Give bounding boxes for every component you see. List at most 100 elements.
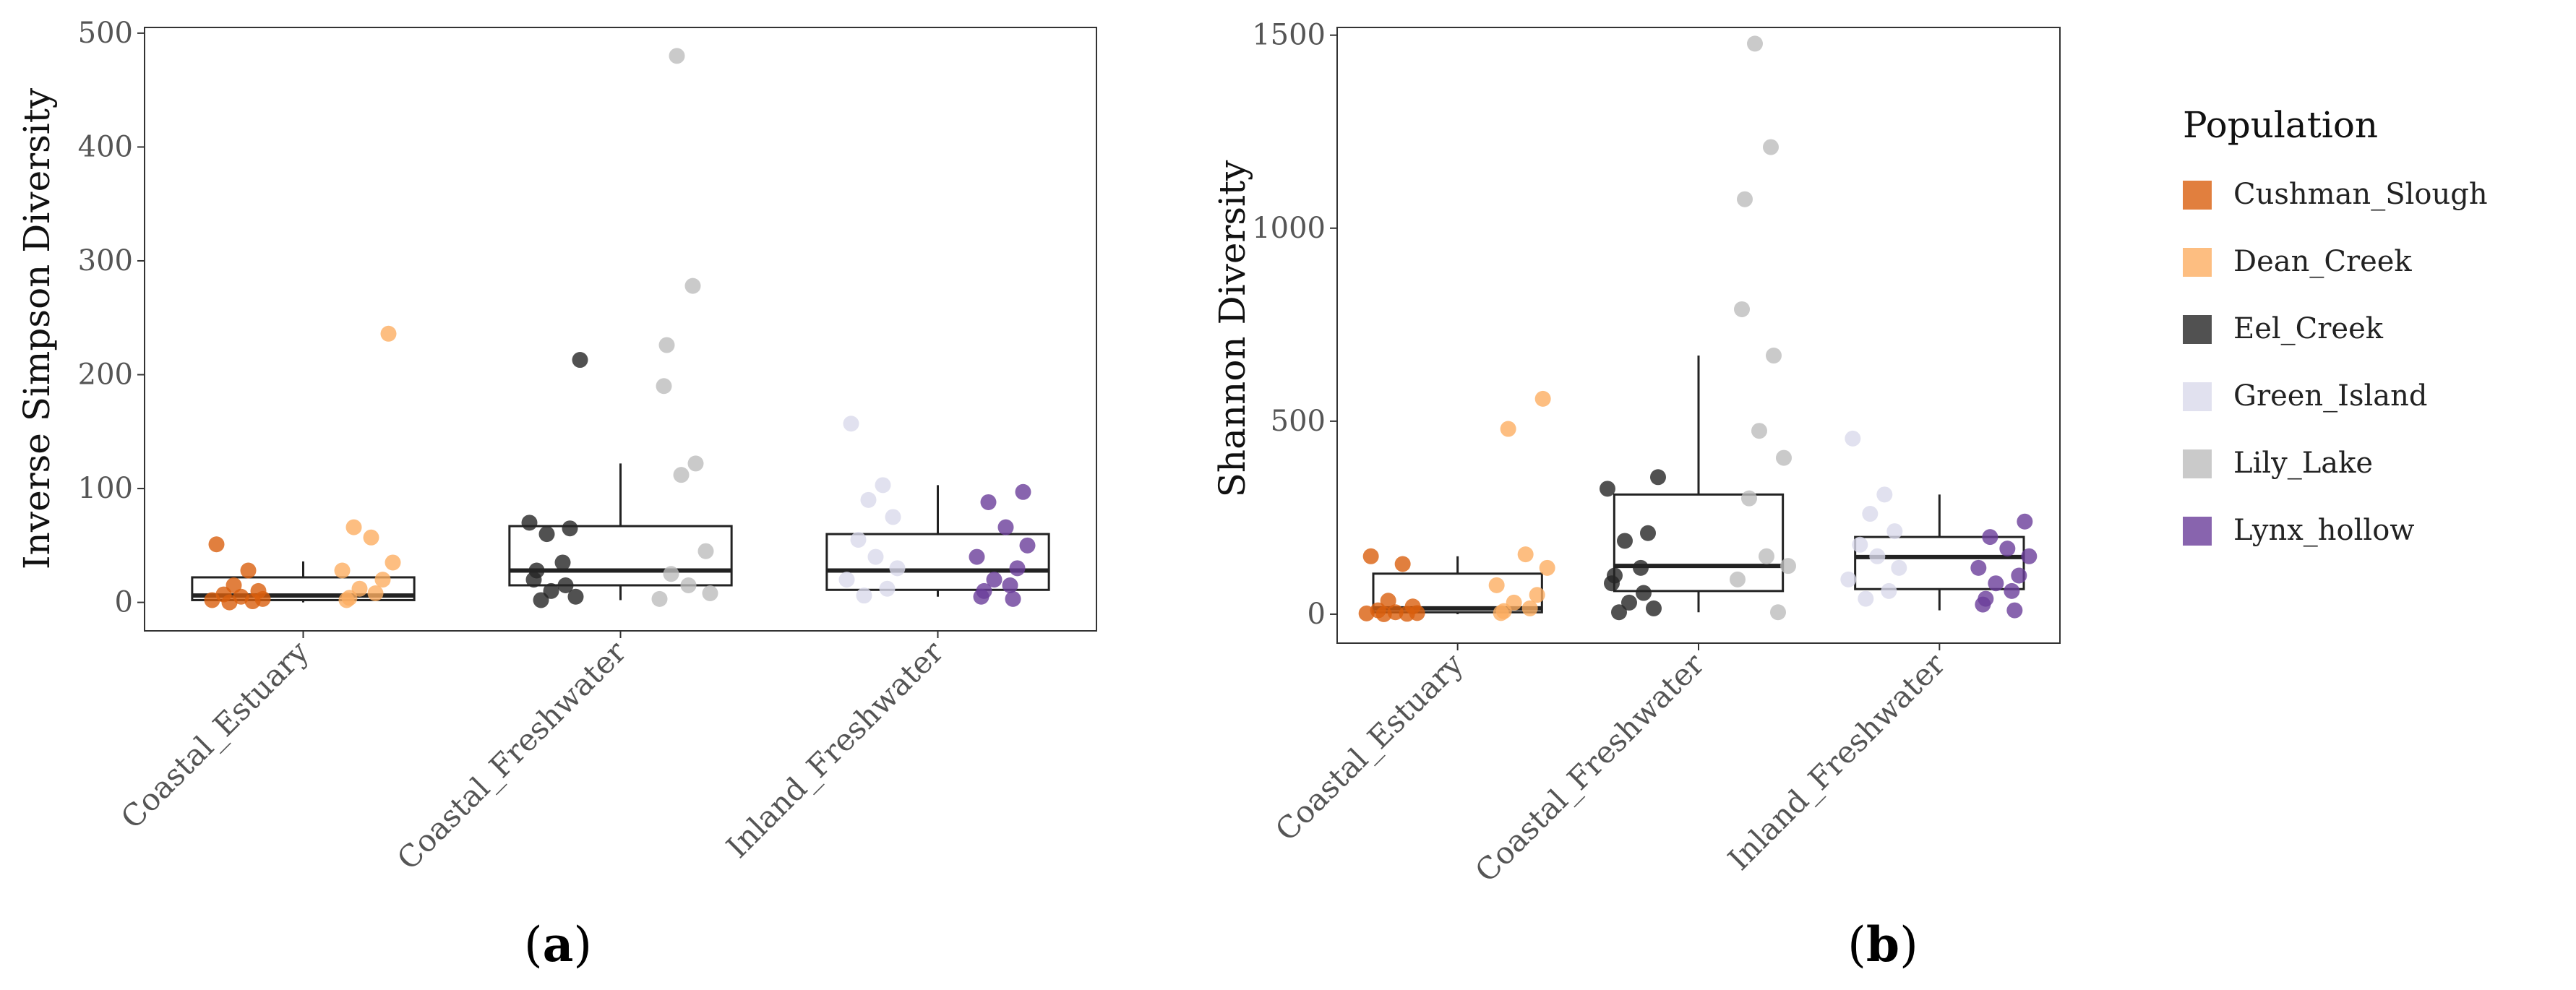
data-point [973, 588, 989, 605]
data-point [860, 491, 877, 508]
data-point [838, 572, 855, 588]
data-point [1621, 594, 1637, 611]
data-point [1009, 560, 1026, 577]
data-point [1633, 559, 1649, 576]
data-point [1886, 523, 1903, 540]
y-tick-label: 500 [1271, 405, 1326, 438]
data-point [1840, 571, 1857, 587]
data-point [562, 520, 578, 537]
data-point [1845, 430, 1861, 447]
points-green-island [1840, 430, 1907, 607]
data-point [1737, 191, 1753, 207]
data-point [687, 455, 704, 472]
data-point [338, 592, 355, 608]
data-point [525, 572, 542, 588]
data-point [1640, 525, 1656, 541]
panel-label-letter: b [1866, 916, 1899, 973]
data-point [885, 509, 901, 525]
data-point [2011, 567, 2027, 584]
points-cushman-slough [204, 536, 271, 611]
data-point [1751, 423, 1767, 439]
data-point [875, 477, 891, 494]
y-tick-label: 1000 [1252, 212, 1326, 245]
y-tick-label: 0 [115, 586, 133, 619]
data-point [1759, 548, 1774, 564]
data-point [204, 592, 220, 608]
data-point [572, 352, 588, 369]
data-point [1881, 582, 1897, 599]
data-point [1611, 604, 1627, 621]
data-point [997, 519, 1014, 535]
data-point [1780, 558, 1796, 574]
data-point [1488, 577, 1505, 593]
data-point [1776, 449, 1792, 466]
panel-labels: (a) (b) [524, 916, 1918, 973]
data-point [1869, 548, 1886, 564]
data-point [1852, 536, 1868, 553]
legend-title: Population [2183, 104, 2378, 146]
legend-item-green-island: Green_Island [2183, 379, 2428, 413]
panel-label-close: ) [573, 917, 592, 973]
data-point [1862, 506, 1879, 522]
data-point [850, 531, 867, 548]
data-point [2021, 548, 2038, 564]
data-point [1394, 556, 1411, 572]
data-point [867, 548, 884, 565]
data-point [2017, 513, 2033, 530]
data-point [557, 577, 574, 593]
data-point [221, 594, 238, 611]
points-lynx-hollow [1970, 513, 2038, 619]
data-point [226, 577, 242, 593]
data-point [1358, 605, 1375, 621]
y-tick-label: 1500 [1252, 19, 1326, 52]
plot-area [1336, 27, 2061, 644]
data-point [1646, 600, 1662, 616]
data-point [1741, 490, 1757, 507]
legend-label: Dean_Creek [2233, 245, 2412, 278]
data-point [1858, 590, 1874, 607]
points-dean-creek [1488, 390, 1555, 621]
data-point [208, 536, 225, 553]
data-point [1636, 585, 1652, 601]
data-point [1982, 529, 1998, 546]
data-point [1380, 593, 1396, 609]
legend-label: Lynx_hollow [2233, 514, 2415, 547]
legend-item-lily-lake: Lily_Lake [2183, 447, 2373, 480]
data-point [663, 566, 679, 582]
data-point [1521, 600, 1538, 616]
data-point [363, 529, 379, 546]
y-tick-label: 100 [78, 472, 133, 505]
data-point [669, 48, 685, 64]
x-tick-label: Coastal_Estuary [114, 634, 316, 835]
legend-label: Green_Island [2233, 379, 2428, 413]
data-point [1975, 596, 1991, 613]
panel-label-letter: a [543, 916, 574, 973]
data-point [680, 577, 697, 593]
data-point [1362, 548, 1379, 564]
panel-label: (a) [524, 916, 592, 973]
data-point [658, 337, 675, 353]
points-lily-lake [1730, 35, 1796, 621]
data-point [1005, 590, 1021, 607]
data-point [1763, 139, 1779, 155]
data-point [702, 585, 718, 602]
data-point [244, 593, 261, 610]
data-point [1529, 587, 1545, 603]
data-point [1539, 559, 1555, 576]
data-point [1988, 575, 2004, 592]
points-lily-lake [651, 48, 718, 607]
legend-swatch [2183, 449, 2212, 478]
data-point [1734, 301, 1750, 317]
data-point [980, 494, 997, 510]
legend-swatch [2183, 315, 2212, 344]
data-point [1770, 604, 1786, 621]
data-point [351, 580, 368, 597]
data-point [1015, 483, 1031, 500]
panel-b: 0 500 1000 1500 Shannon Diversity Coastal_Est… [1211, 19, 2061, 889]
box-iqr [1613, 493, 1785, 593]
data-point [1375, 606, 1392, 622]
data-point [543, 582, 559, 599]
legend-swatch [2183, 517, 2212, 546]
data-point [345, 519, 362, 535]
